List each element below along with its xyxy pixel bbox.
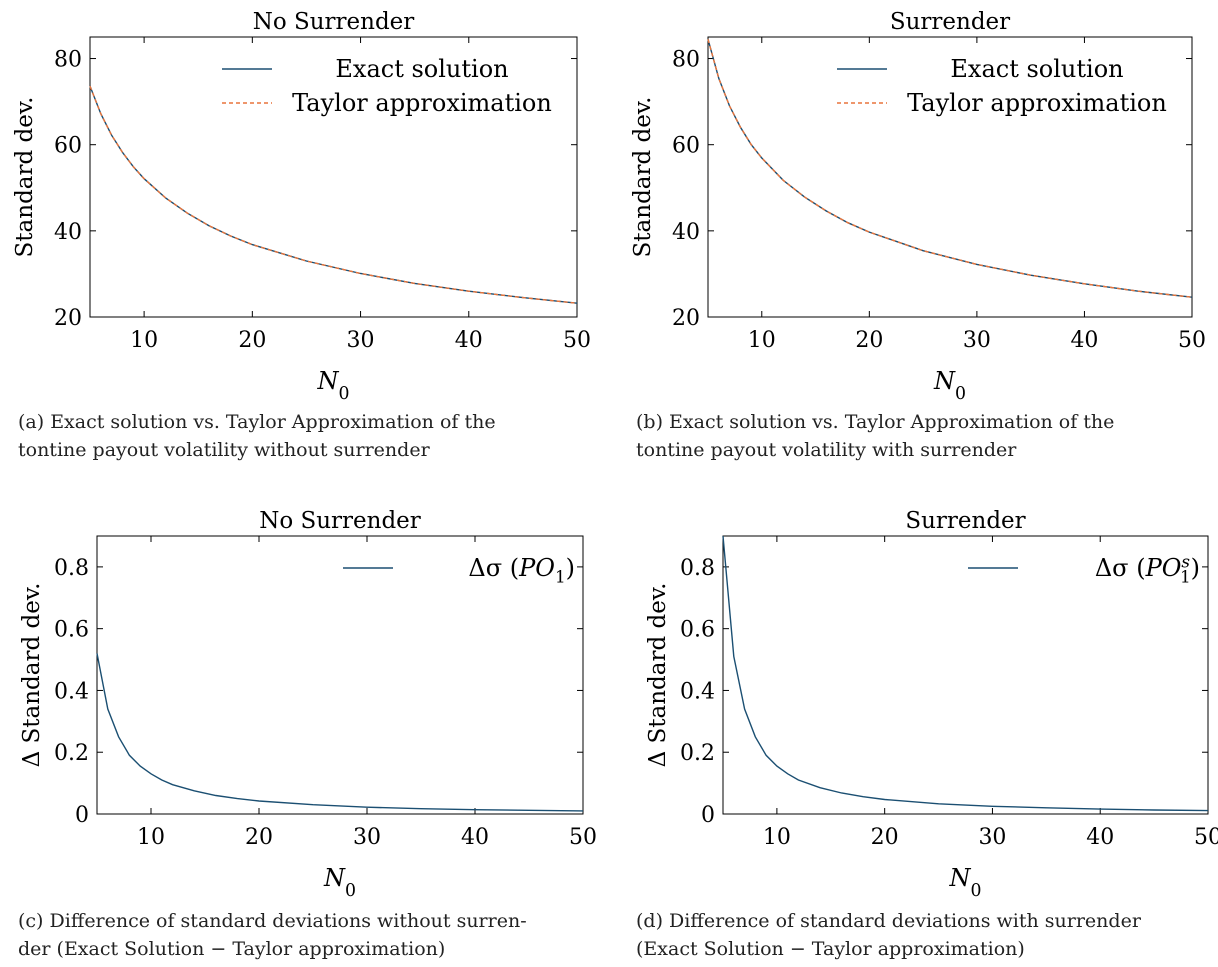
x-axis-label: N0 — [949, 864, 982, 901]
x-tick-label: 40 — [461, 825, 489, 850]
x-tick-label: 10 — [130, 328, 158, 353]
x-tick-label: 40 — [1070, 328, 1098, 353]
caption-b: (b) Exact solution vs. Taylor Approximat… — [636, 411, 1115, 461]
x-tick-label: 30 — [347, 328, 375, 353]
x-tick-label: 30 — [978, 825, 1006, 850]
x-tick-label: 30 — [353, 825, 381, 850]
chart-title: Surrender — [890, 9, 1010, 35]
y-tick-label: 40 — [672, 220, 700, 245]
chart-a: No Surrender 10 20 30 40 50 20 40 60 80 N0 Standard… — [12, 9, 591, 404]
y-axis-label-group: Δ Standard dev. — [645, 583, 671, 768]
y-tick-label: 0.2 — [54, 741, 89, 766]
y-axis-label-group: Standard dev. — [12, 97, 38, 258]
y-axis-label: Standard dev. — [630, 97, 656, 258]
y-tick-label: 0.8 — [54, 556, 89, 581]
plot-frame — [89, 36, 578, 318]
y-tick-label: 60 — [672, 134, 700, 159]
chart-title: Surrender — [905, 508, 1025, 534]
x-tick-label: 50 — [563, 328, 591, 353]
x-tick-label: 40 — [1086, 825, 1114, 850]
plot-frame — [722, 535, 1209, 815]
x-tick-label: 50 — [1194, 825, 1218, 850]
y-axis-label-group: Standard dev. — [630, 97, 656, 258]
x-tick-label: 20 — [238, 328, 266, 353]
y-axis-label: Δ Standard dev. — [19, 583, 45, 768]
chart-title: No Surrender — [253, 9, 415, 35]
chart-c: No Surrender 10 20 30 40 50 0 0.2 0.4 0.6 0.8 N0 Δ S… — [19, 508, 597, 901]
y-tick-label: 0.4 — [680, 679, 715, 704]
chart-title: No Surrender — [259, 508, 421, 534]
y-tick-label: 0.6 — [54, 618, 89, 643]
series-line — [722, 535, 1209, 812]
x-axis-label: N0 — [323, 864, 356, 901]
x-tick-label: 30 — [963, 328, 991, 353]
y-tick-label: 60 — [54, 134, 82, 159]
chart-d: Surrender 10 20 30 40 50 0 0.2 0.4 0.6 0.8 N0 Δ Stan… — [645, 508, 1218, 901]
x-tick-label: 20 — [871, 825, 899, 850]
y-tick-label: 20 — [54, 306, 82, 331]
plot-frame — [96, 535, 584, 815]
y-tick-label: 40 — [54, 220, 82, 245]
x-tick-label: 40 — [455, 328, 483, 353]
y-axis-label: Standard dev. — [12, 97, 38, 258]
x-tick-label: 20 — [855, 328, 883, 353]
series-line — [707, 39, 1193, 298]
chart-b: Surrender 10 20 30 40 50 20 40 60 80 N0 Standard de… — [630, 9, 1206, 404]
x-tick-label: 10 — [748, 328, 776, 353]
plot-frame — [707, 36, 1193, 318]
y-tick-label: 80 — [54, 48, 82, 73]
y-tick-label: 20 — [672, 306, 700, 331]
y-tick-label: 0.2 — [680, 741, 715, 766]
x-tick-label: 50 — [569, 825, 597, 850]
y-axis-label: Δ Standard dev. — [645, 583, 671, 768]
y-tick-label: 0.4 — [54, 679, 89, 704]
x-axis-label: N0 — [933, 367, 966, 404]
y-tick-label: 80 — [672, 48, 700, 73]
x-tick-label: 50 — [1178, 328, 1206, 353]
x-tick-label: 10 — [763, 825, 791, 850]
y-axis-label-group: Δ Standard dev. — [19, 583, 45, 768]
legend-label: Δσ (POs 1) — [1095, 552, 1200, 587]
series-line — [96, 653, 584, 812]
y-tick-label: 0.8 — [680, 556, 715, 581]
series-line — [89, 85, 578, 304]
legend-label: Taylor approximation — [907, 89, 1167, 117]
caption-d: (d) Difference of standard deviations wi… — [636, 910, 1141, 960]
caption-c: (c) Difference of standard deviations wi… — [18, 910, 527, 960]
x-axis-label: N0 — [317, 367, 350, 404]
legend-label: Δσ (PO1) — [468, 554, 575, 587]
x-tick-label: 20 — [245, 825, 273, 850]
y-tick-label: 0.6 — [680, 618, 715, 643]
y-tick-label: 0 — [75, 803, 89, 828]
y-tick-label: 0 — [701, 803, 715, 828]
legend-label: Exact solution — [950, 55, 1123, 83]
caption-a: (a) Exact solution vs. Taylor Approximat… — [18, 411, 496, 461]
legend-label: Taylor approximation — [292, 89, 552, 117]
x-tick-label: 10 — [137, 825, 165, 850]
legend-label: Exact solution — [335, 55, 508, 83]
